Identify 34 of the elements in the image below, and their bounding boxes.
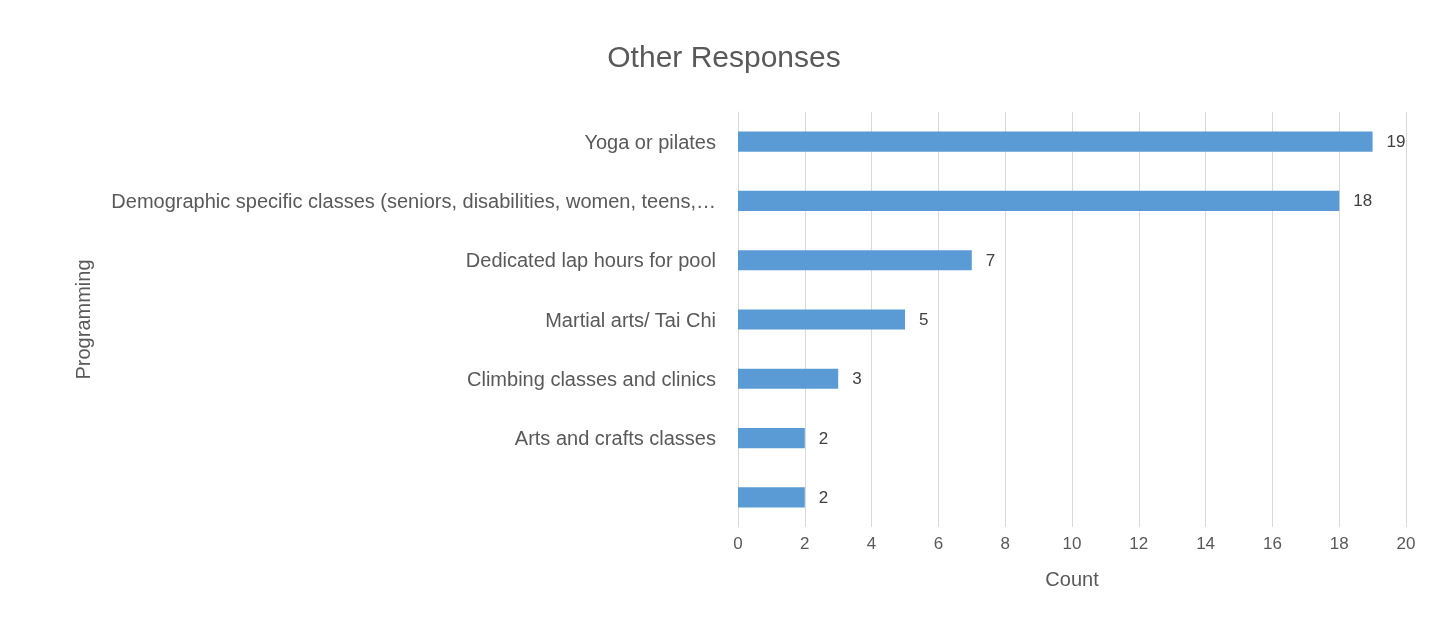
x-tick-label: 0: [733, 534, 743, 553]
y-tick-label: Demographic specific classes (seniors, disabilities, women, teens,…: [111, 189, 716, 212]
data-label: 5: [919, 310, 929, 329]
x-tick-label: 20: [1396, 534, 1416, 553]
y-axis-title: Programming: [72, 259, 94, 380]
x-tick-label: 4: [866, 534, 877, 553]
x-tick-label: 12: [1129, 534, 1149, 553]
bar: [738, 190, 1340, 212]
bar: [738, 250, 972, 271]
bar: [738, 131, 1373, 152]
y-tick-label: Yoga or pilates: [584, 130, 716, 153]
chart-title: Other Responses: [607, 39, 841, 73]
y-tick-label: Dedicated lap hours for pool: [465, 249, 716, 272]
x-tick-label: 6: [933, 534, 944, 553]
x-tick-label: 10: [1062, 534, 1082, 553]
data-label: 3: [852, 369, 862, 389]
bar: [738, 309, 905, 330]
y-tick-label: Arts and crafts classes: [514, 427, 716, 450]
x-tick-label: 2: [800, 534, 810, 553]
data-label: 2: [818, 487, 829, 507]
x-tick-label: 14: [1196, 534, 1216, 553]
x-tick-label: 16: [1262, 534, 1282, 553]
bar: [738, 487, 805, 508]
bar: [738, 368, 839, 389]
data-label: 2: [818, 428, 829, 448]
data-label: 19: [1386, 132, 1406, 152]
data-label: 7: [985, 250, 996, 270]
x-tick-label: 18: [1329, 534, 1349, 553]
y-tick-label: Martial arts/ Tai Chi: [545, 308, 716, 331]
x-axis-title: Count: [1045, 568, 1100, 590]
data-label: 18: [1353, 191, 1373, 211]
bar: [738, 427, 805, 449]
y-tick-label: Climbing classes and clinics: [467, 367, 716, 390]
x-tick-label: 8: [1000, 534, 1010, 553]
